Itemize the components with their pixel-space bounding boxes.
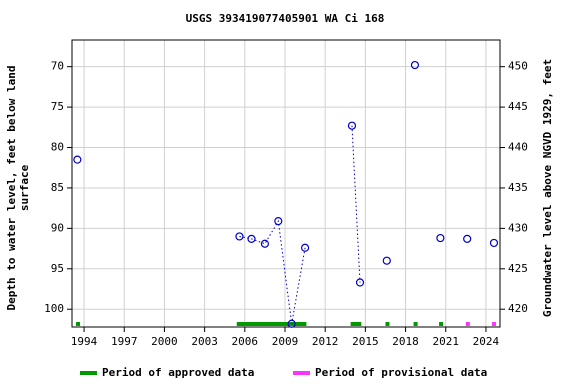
data-point [355, 278, 365, 287]
data-point [463, 234, 472, 243]
x-tick-label: 2009 [272, 335, 299, 348]
x-tick-label: 2000 [151, 335, 178, 348]
period-bar [413, 322, 418, 326]
y-axis-label: Depth to water level, feet below land [5, 65, 18, 310]
y2-tick-label: 420 [508, 302, 528, 315]
data-point [347, 121, 357, 130]
data-point [436, 233, 445, 243]
data-point [489, 238, 499, 248]
y2-tick-label: 450 [508, 60, 528, 73]
data-point [247, 234, 256, 243]
x-tick-label: 2003 [191, 335, 218, 348]
y2-tick-label: 435 [508, 181, 528, 194]
x-tick-label: 2015 [352, 335, 379, 348]
x-tick-label: 1994 [71, 335, 98, 348]
y-tick-label: 70 [51, 60, 64, 73]
y2-tick-label: 425 [508, 262, 528, 275]
plot-frame [71, 39, 501, 328]
period-bar [385, 322, 390, 326]
data-point [235, 232, 244, 241]
y-axis-label: surface [18, 164, 31, 211]
y-tick-label: 90 [51, 221, 64, 234]
period-bar [350, 322, 362, 326]
period-bar [76, 322, 81, 326]
period-bar [491, 322, 496, 326]
data-point [382, 256, 391, 265]
period-bar [465, 322, 470, 326]
y-tick-label: 95 [51, 262, 64, 275]
period-bar [439, 322, 444, 326]
legend-label: Period of provisional data [315, 366, 487, 379]
x-tick-label: 2018 [392, 335, 419, 348]
chart-title: USGS 393419077405901 WA Ci 168 [186, 12, 385, 25]
y2-tick-label: 430 [508, 221, 528, 234]
x-tick-label: 1997 [111, 335, 138, 348]
y-tick-label: 100 [44, 302, 64, 315]
x-tick-label: 2024 [473, 335, 500, 348]
y2-axis-label: Groundwater level above NGVD 1929, feet [541, 59, 554, 317]
y-tick-label: 85 [51, 181, 64, 194]
data-line [351, 125, 361, 283]
data-point [73, 155, 82, 164]
y2-tick-label: 440 [508, 141, 528, 154]
x-tick-label: 2006 [232, 335, 259, 348]
y-tick-label: 75 [51, 100, 64, 113]
data-point [410, 60, 420, 70]
x-tick-label: 2012 [312, 335, 339, 348]
data-point [260, 239, 270, 248]
x-tick-label: 2021 [432, 335, 459, 348]
legend-label: Period of approved data [102, 366, 254, 379]
data-point [274, 216, 283, 226]
y2-tick-label: 445 [508, 100, 528, 113]
data-point [287, 319, 296, 328]
y-tick-label: 80 [51, 141, 64, 154]
period-bar [236, 322, 307, 326]
data-line [239, 219, 306, 324]
data-point [300, 243, 310, 252]
